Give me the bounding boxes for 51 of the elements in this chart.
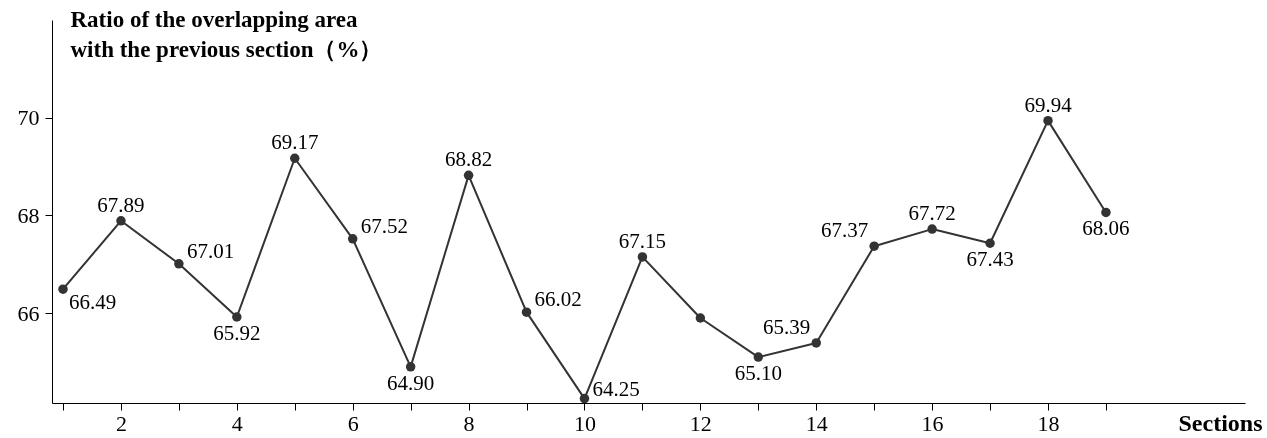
- x-tick-label: 10: [573, 410, 596, 436]
- data-label: 67.37: [820, 218, 869, 243]
- point: [1043, 115, 1053, 126]
- x-tick-label: 4: [231, 410, 243, 436]
- point: [521, 307, 532, 317]
- point: [463, 170, 474, 181]
- data-label: 67.89: [97, 192, 145, 217]
- point: [58, 284, 68, 294]
- point: [695, 313, 706, 323]
- point: [174, 259, 184, 269]
- point: [290, 153, 300, 163]
- data-label: 67.43: [966, 247, 1014, 272]
- data-label: 66.02: [534, 287, 582, 312]
- data-label: 67.15: [618, 228, 667, 253]
- x-tick-label: 14: [805, 410, 828, 436]
- y-tick-label: 66: [17, 300, 40, 326]
- data-label: 69.17: [271, 130, 319, 155]
- x-axis-title: Sections: [1178, 409, 1263, 436]
- point: [753, 352, 764, 362]
- data-label: 67.52: [360, 213, 408, 238]
- point: [1101, 207, 1111, 218]
- point: [405, 362, 416, 372]
- x-tick-label: 6: [347, 410, 359, 436]
- y-tick-label: 68: [17, 202, 40, 228]
- data-label: 69.94: [1024, 92, 1073, 117]
- x-tick-label: 16: [921, 410, 944, 436]
- point: [116, 216, 126, 226]
- x-tick-label: 2: [115, 410, 127, 436]
- point: [347, 234, 358, 244]
- x-tick-label: 8: [463, 410, 475, 436]
- data-label: 65.92: [213, 321, 261, 346]
- data-label: 66.49: [69, 290, 117, 315]
- data-label: 67.01: [186, 238, 235, 263]
- y-axis-title: Ratio of the overlapping area with the previous section（%）: [70, 6, 383, 62]
- data-label: 67.72: [908, 201, 956, 226]
- point: [637, 252, 648, 262]
- x-tick-label: 12: [689, 410, 712, 436]
- data-label: 65.10: [734, 361, 782, 386]
- point: [869, 241, 879, 251]
- data-label: 64.25: [592, 376, 640, 401]
- point: [985, 238, 995, 248]
- x-tick-label: 18: [1037, 410, 1060, 436]
- data-label: 65.39: [762, 314, 811, 339]
- point: [579, 393, 590, 404]
- data-label: 68.82: [444, 147, 493, 172]
- data-label: 68.06: [1082, 216, 1130, 241]
- y-tick-label: 70: [17, 105, 40, 131]
- data-label: 64.90: [387, 370, 435, 395]
- point: [232, 312, 242, 322]
- point: [927, 224, 937, 234]
- point: [811, 338, 821, 348]
